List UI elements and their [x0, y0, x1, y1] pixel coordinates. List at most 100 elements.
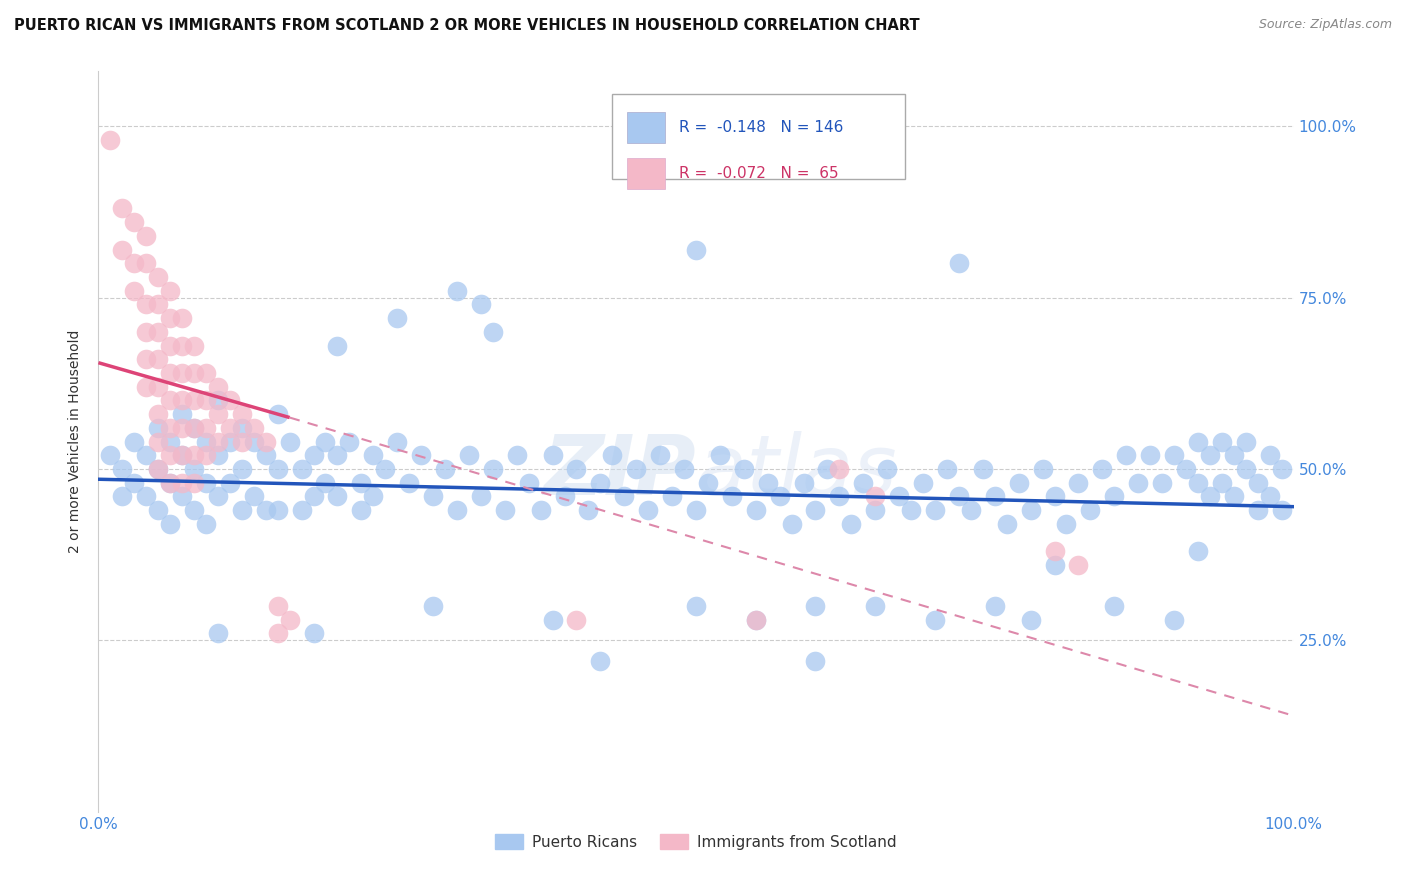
Point — [697, 475, 720, 490]
Point — [231, 407, 253, 421]
FancyBboxPatch shape — [627, 112, 665, 144]
Point — [195, 434, 218, 449]
Point — [494, 503, 516, 517]
Point — [458, 448, 481, 462]
Point — [302, 626, 325, 640]
Point — [554, 489, 576, 503]
Point — [267, 599, 290, 613]
Point — [172, 311, 194, 326]
Text: ZIP: ZIP — [543, 431, 696, 512]
Text: Source: ZipAtlas.com: Source: ZipAtlas.com — [1258, 18, 1392, 31]
Point — [315, 475, 337, 490]
Point — [267, 407, 290, 421]
Point — [148, 462, 170, 476]
Point — [302, 489, 325, 503]
Point — [159, 311, 181, 326]
Point — [852, 475, 875, 490]
Point — [1104, 489, 1126, 503]
Point — [1234, 434, 1257, 449]
Point — [207, 407, 229, 421]
Point — [685, 243, 707, 257]
Point — [172, 448, 194, 462]
Point — [148, 434, 170, 449]
Point — [124, 284, 146, 298]
Point — [995, 516, 1018, 531]
Point — [1223, 448, 1246, 462]
Text: R =  -0.072   N =  65: R = -0.072 N = 65 — [679, 166, 839, 181]
Point — [291, 503, 314, 517]
Point — [148, 407, 170, 421]
Point — [326, 448, 349, 462]
Point — [135, 297, 157, 311]
Point — [254, 434, 277, 449]
Point — [195, 475, 218, 490]
Point — [207, 448, 229, 462]
Point — [111, 489, 134, 503]
Point — [267, 626, 290, 640]
Point — [385, 434, 409, 449]
Point — [1258, 489, 1281, 503]
Point — [865, 599, 887, 613]
Point — [1104, 599, 1126, 613]
Point — [506, 448, 529, 462]
Point — [1043, 544, 1066, 558]
Point — [148, 503, 170, 517]
Point — [363, 448, 385, 462]
Point — [326, 489, 349, 503]
Point — [195, 366, 218, 380]
Point — [673, 462, 696, 476]
Point — [865, 489, 887, 503]
Point — [1163, 448, 1185, 462]
Point — [159, 434, 181, 449]
Point — [1247, 475, 1270, 490]
Point — [159, 516, 181, 531]
Point — [648, 448, 672, 462]
Point — [135, 489, 157, 503]
Point — [135, 352, 157, 367]
Point — [960, 503, 983, 517]
Point — [183, 338, 205, 352]
Point — [183, 503, 205, 517]
Point — [172, 421, 194, 435]
Point — [267, 462, 290, 476]
Point — [159, 475, 181, 490]
Point — [900, 503, 922, 517]
Point — [363, 489, 385, 503]
Point — [841, 516, 863, 531]
Point — [1163, 613, 1185, 627]
Point — [1128, 475, 1150, 490]
Point — [350, 503, 373, 517]
Point — [159, 366, 181, 380]
Point — [793, 475, 815, 490]
Point — [1067, 558, 1090, 572]
Point — [602, 448, 624, 462]
Point — [195, 448, 218, 462]
Point — [183, 462, 205, 476]
Point — [148, 380, 170, 394]
Point — [183, 421, 205, 435]
Point — [1258, 448, 1281, 462]
Point — [219, 393, 242, 408]
Point — [302, 448, 325, 462]
Point — [207, 626, 229, 640]
Point — [1187, 544, 1209, 558]
Point — [159, 421, 181, 435]
Point — [626, 462, 648, 476]
Point — [828, 462, 851, 476]
Point — [948, 256, 970, 270]
Point — [578, 503, 600, 517]
Point — [911, 475, 934, 490]
Point — [745, 503, 768, 517]
Point — [135, 325, 157, 339]
Point — [589, 475, 612, 490]
Point — [1271, 462, 1294, 476]
Point — [1115, 448, 1137, 462]
Point — [1271, 503, 1294, 517]
Text: R =  -0.148   N = 146: R = -0.148 N = 146 — [679, 120, 844, 135]
Point — [434, 462, 457, 476]
Point — [984, 489, 1007, 503]
Point — [254, 503, 277, 517]
Point — [124, 215, 146, 229]
Point — [1091, 462, 1114, 476]
Point — [745, 613, 768, 627]
